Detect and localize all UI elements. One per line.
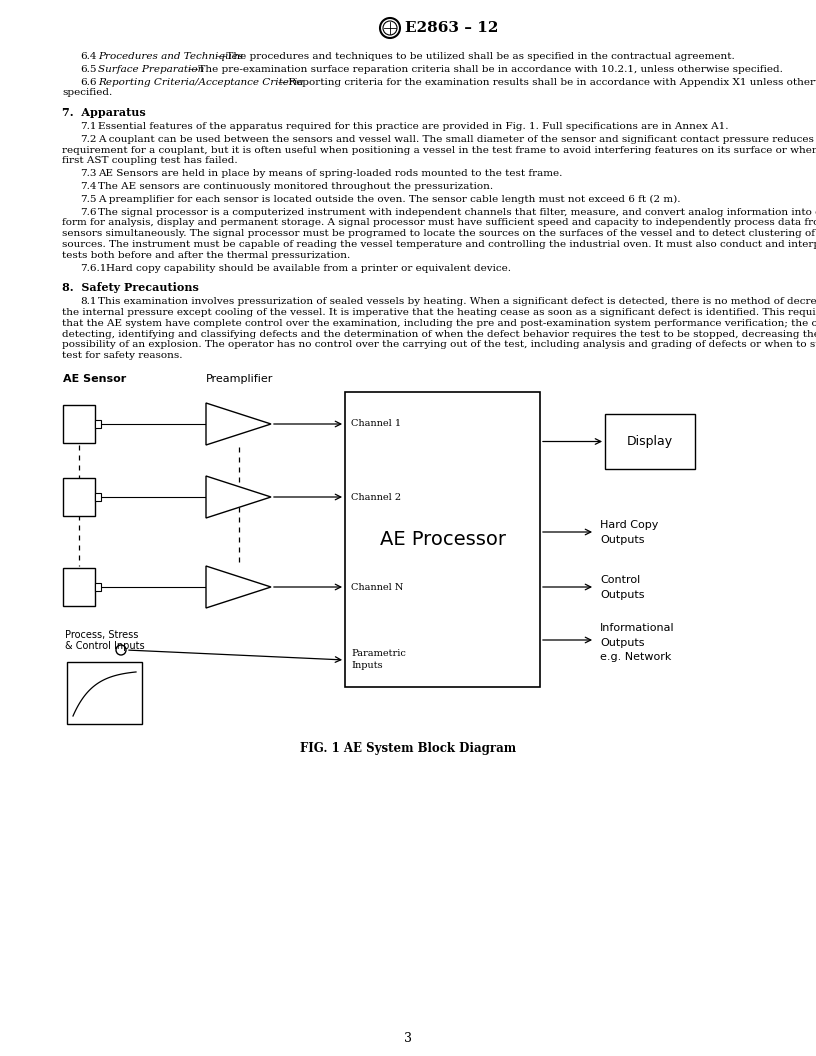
Text: —The pre-examination surface reparation criteria shall be in accordance with 10.: —The pre-examination surface reparation … bbox=[188, 64, 783, 74]
Bar bbox=[63, 568, 95, 606]
Text: Display: Display bbox=[627, 435, 673, 448]
Text: e.g. Network: e.g. Network bbox=[600, 652, 672, 662]
Text: Inputs: Inputs bbox=[351, 661, 383, 671]
Text: Process, Stress: Process, Stress bbox=[65, 630, 139, 640]
Text: 7.6: 7.6 bbox=[80, 208, 96, 216]
Bar bbox=[345, 392, 540, 687]
Text: 7.1: 7.1 bbox=[80, 122, 96, 131]
Text: E2863 – 12: E2863 – 12 bbox=[405, 21, 499, 35]
Bar bbox=[67, 662, 142, 724]
Text: 7.4: 7.4 bbox=[80, 182, 96, 191]
Bar bbox=[605, 414, 695, 469]
Text: 8.  Safety Precautions: 8. Safety Precautions bbox=[62, 282, 199, 294]
Bar bbox=[63, 478, 95, 516]
Text: Informational: Informational bbox=[600, 623, 675, 633]
Text: Hard copy capability should be available from a printer or equivalent device.: Hard copy capability should be available… bbox=[106, 264, 511, 272]
Bar bbox=[95, 493, 101, 501]
Text: Parametric: Parametric bbox=[351, 649, 406, 659]
Polygon shape bbox=[206, 476, 271, 518]
Polygon shape bbox=[206, 403, 271, 445]
Text: A preamplifier for each sensor is located outside the oven. The sensor cable len: A preamplifier for each sensor is locate… bbox=[98, 194, 681, 204]
Text: Channel 2: Channel 2 bbox=[351, 492, 401, 502]
Text: The AE sensors are continuously monitored throughout the pressurization.: The AE sensors are continuously monitore… bbox=[98, 182, 493, 191]
Text: Channel N: Channel N bbox=[351, 583, 403, 591]
Text: Surface Preparation: Surface Preparation bbox=[98, 64, 204, 74]
Bar bbox=[95, 583, 101, 591]
Text: 3: 3 bbox=[404, 1032, 412, 1044]
Text: test for safety reasons.: test for safety reasons. bbox=[62, 352, 183, 360]
Bar bbox=[63, 406, 95, 444]
Text: that the AE system have complete control over the examination, including the pre: that the AE system have complete control… bbox=[62, 319, 816, 327]
Text: AE Sensor: AE Sensor bbox=[63, 374, 126, 384]
Text: Outputs: Outputs bbox=[600, 535, 645, 545]
Text: detecting, identifying and classifying defects and the determination of when the: detecting, identifying and classifying d… bbox=[62, 329, 816, 339]
Text: Hard Copy: Hard Copy bbox=[600, 520, 659, 530]
Text: 8.1: 8.1 bbox=[80, 297, 96, 306]
Text: 7.  Apparatus: 7. Apparatus bbox=[62, 108, 146, 118]
Text: —Reporting criteria for the examination results shall be in accordance with Appe: —Reporting criteria for the examination … bbox=[277, 77, 816, 87]
Text: Procedures and Techniques: Procedures and Techniques bbox=[98, 52, 243, 61]
Text: sources. The instrument must be capable of reading the vessel temperature and co: sources. The instrument must be capable … bbox=[62, 240, 816, 249]
Text: AE Processor: AE Processor bbox=[379, 530, 505, 549]
Text: Reporting Criteria/Acceptance Criteria: Reporting Criteria/Acceptance Criteria bbox=[98, 77, 304, 87]
Text: form for analysis, display and permanent storage. A signal processor must have s: form for analysis, display and permanent… bbox=[62, 219, 816, 227]
Text: sensors simultaneously. The signal processor must be programed to locate the sou: sensors simultaneously. The signal proce… bbox=[62, 229, 816, 239]
Text: The signal processor is a computerized instrument with independent channels that: The signal processor is a computerized i… bbox=[98, 208, 816, 216]
Text: FIG. 1 AE System Block Diagram: FIG. 1 AE System Block Diagram bbox=[300, 742, 516, 755]
Text: This examination involves pressurization of sealed vessels by heating. When a si: This examination involves pressurization… bbox=[98, 297, 816, 306]
Text: specified.: specified. bbox=[62, 89, 113, 97]
Text: the internal pressure except cooling of the vessel. It is imperative that the he: the internal pressure except cooling of … bbox=[62, 308, 816, 317]
Text: 7.3: 7.3 bbox=[80, 169, 96, 178]
Text: 6.4: 6.4 bbox=[80, 52, 96, 61]
Text: 7.5: 7.5 bbox=[80, 194, 96, 204]
Text: 7.2: 7.2 bbox=[80, 135, 96, 144]
Text: requirement for a couplant, but it is often useful when positioning a vessel in : requirement for a couplant, but it is of… bbox=[62, 146, 816, 154]
Text: possibility of an explosion. The operator has no control over the carrying out o: possibility of an explosion. The operato… bbox=[62, 340, 816, 350]
Text: 6.6: 6.6 bbox=[80, 77, 96, 87]
Text: A couplant can be used between the sensors and vessel wall. The small diameter o: A couplant can be used between the senso… bbox=[98, 135, 816, 144]
Text: —The procedures and techniques to be utilized shall be as specified in the contr: —The procedures and techniques to be uti… bbox=[216, 52, 735, 61]
Text: 7.6.1: 7.6.1 bbox=[80, 264, 106, 272]
Text: AE Sensors are held in place by means of spring-loaded rods mounted to the test : AE Sensors are held in place by means of… bbox=[98, 169, 562, 178]
Text: 6.5: 6.5 bbox=[80, 64, 96, 74]
Polygon shape bbox=[206, 566, 271, 608]
Text: first AST coupling test has failed.: first AST coupling test has failed. bbox=[62, 156, 237, 166]
Text: Essential features of the apparatus required for this practice are provided in F: Essential features of the apparatus requ… bbox=[98, 122, 729, 131]
Text: Preamplifier: Preamplifier bbox=[206, 374, 273, 384]
Text: tests both before and after the thermal pressurization.: tests both before and after the thermal … bbox=[62, 250, 350, 260]
Bar bbox=[95, 420, 101, 428]
Text: Channel 1: Channel 1 bbox=[351, 419, 401, 429]
Text: Control: Control bbox=[600, 576, 641, 585]
Text: Outputs: Outputs bbox=[600, 638, 645, 648]
Text: Outputs: Outputs bbox=[600, 590, 645, 600]
Text: & Control Inputs: & Control Inputs bbox=[65, 641, 144, 650]
